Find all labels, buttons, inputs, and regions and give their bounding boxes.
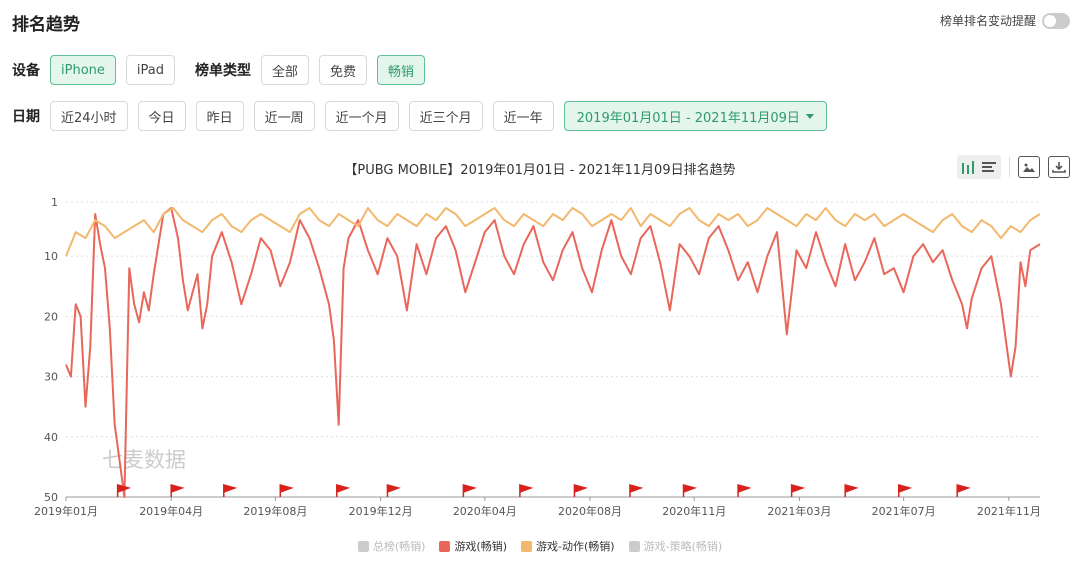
x-tick-label: 2020年04月 [453, 504, 517, 518]
event-flag-icon [386, 484, 401, 497]
legend-item[interactable]: 总榜(畅销) [357, 538, 426, 554]
image-icon[interactable] [1018, 156, 1040, 178]
legend-item[interactable]: 游戏(畅销) [439, 538, 507, 554]
chevron-down-icon [805, 113, 814, 119]
legend-label: 游戏(畅销) [454, 540, 508, 553]
date-label: 日期 [12, 109, 40, 125]
toolbar-divider [1009, 157, 1010, 177]
y-tick-label: 1 [51, 196, 58, 209]
date-range-picker[interactable]: 2019年01月01日 - 2021年11月09日 [563, 101, 827, 131]
download-icon[interactable] [1048, 156, 1070, 178]
rank-alert-label: 榜单排名变动提醒 [939, 14, 1036, 28]
date-range-value: 2019年01月01日 - 2021年11月09日 [576, 110, 800, 126]
event-flag-icon [223, 484, 238, 497]
legend-item[interactable]: 游戏-动作(畅销) [521, 538, 615, 554]
event-flag-icon [682, 484, 697, 497]
date-month-button[interactable]: 近一个月 [324, 101, 399, 131]
event-flag-icon [737, 484, 752, 497]
y-tick-label: 30 [44, 371, 58, 384]
series-line [65, 207, 1041, 257]
x-tick-label: 2021年07月 [872, 504, 936, 518]
date-24h-button[interactable]: 近24小时 [50, 101, 128, 131]
x-tick-label: 2020年08月 [558, 504, 622, 518]
filter-row-device: 设备 iPhone iPad 榜单类型 全部 免费 畅销 [12, 55, 435, 85]
device-iphone-button[interactable]: iPhone [50, 55, 116, 85]
date-3month-button[interactable]: 近三个月 [408, 101, 483, 131]
y-tick-label: 50 [44, 491, 58, 504]
y-tick-label: 20 [44, 310, 58, 323]
chart-legend: 总榜(畅销) 游戏(畅销) 游戏-动作(畅销) 游戏-策略(畅销) [0, 538, 1080, 554]
event-flag-icon [790, 484, 806, 497]
list-type-free-button[interactable]: 免费 [319, 55, 368, 85]
legend-label: 游戏-动作(畅销) [536, 540, 615, 553]
event-flag-icon [116, 484, 132, 497]
x-tick-label: 2019年01月 [34, 504, 98, 518]
watermark: 七麦数据 [102, 448, 186, 472]
date-year-button[interactable]: 近一年 [492, 101, 554, 131]
list-type-all-button[interactable]: 全部 [260, 55, 309, 85]
event-flag-icon [629, 484, 644, 497]
date-week-button[interactable]: 近一周 [253, 101, 315, 131]
toggle-switch[interactable] [1042, 12, 1070, 29]
date-today-button[interactable]: 今日 [137, 101, 186, 131]
bar-chart-icon[interactable] [961, 160, 977, 174]
event-flag-icon [956, 484, 971, 497]
date-yesterday-button[interactable]: 昨日 [195, 101, 244, 131]
filter-row-date: 日期 近24小时 今日 昨日 近一周 近一个月 近三个月 近一年 2019年01… [12, 101, 837, 131]
legend-swatch [439, 540, 451, 552]
list-type-grossing-button[interactable]: 畅销 [377, 55, 426, 85]
x-tick-label: 2021年03月 [767, 504, 831, 518]
y-tick-label: 10 [44, 250, 58, 263]
event-flag-icon [462, 484, 477, 497]
event-flag-icon [519, 484, 534, 497]
event-flag-icon [898, 484, 913, 497]
chart-title: 【PUBG MOBILE】2019年01月01日 - 2021年11月09日排名… [344, 163, 736, 178]
event-flag-icon [170, 484, 185, 497]
y-tick-label: 40 [44, 431, 58, 444]
legend-label: 游戏-策略(畅销) [643, 540, 723, 553]
rank-alert-toggle[interactable]: 榜单排名变动提醒 [940, 12, 1070, 29]
legend-swatch [357, 540, 369, 552]
legend-label: 总榜(畅销) [372, 540, 426, 553]
x-tick-label: 2019年12月 [349, 504, 413, 518]
list-type-label: 榜单类型 [194, 63, 251, 79]
chart-view-toggle[interactable] [957, 155, 1001, 179]
x-tick-label: 2020年11月 [662, 504, 726, 518]
x-tick-label: 2021年11月 [977, 504, 1041, 518]
chart-toolbar [957, 155, 1070, 179]
event-flag-icon [844, 484, 859, 497]
legend-item[interactable]: 游戏-策略(畅销) [628, 538, 723, 554]
x-tick-label: 2019年08月 [243, 504, 307, 518]
device-ipad-button[interactable]: iPad [125, 55, 175, 85]
device-label: 设备 [12, 63, 40, 79]
event-flag-icon [336, 484, 351, 497]
event-flag-icon [279, 484, 294, 497]
series-line [65, 207, 1041, 498]
x-tick-label: 2019年04月 [139, 504, 203, 518]
event-flag-icon [573, 484, 588, 497]
list-icon[interactable] [981, 160, 997, 174]
legend-swatch [521, 540, 533, 552]
legend-swatch [628, 540, 640, 552]
page-title: 排名趋势 [12, 15, 80, 35]
